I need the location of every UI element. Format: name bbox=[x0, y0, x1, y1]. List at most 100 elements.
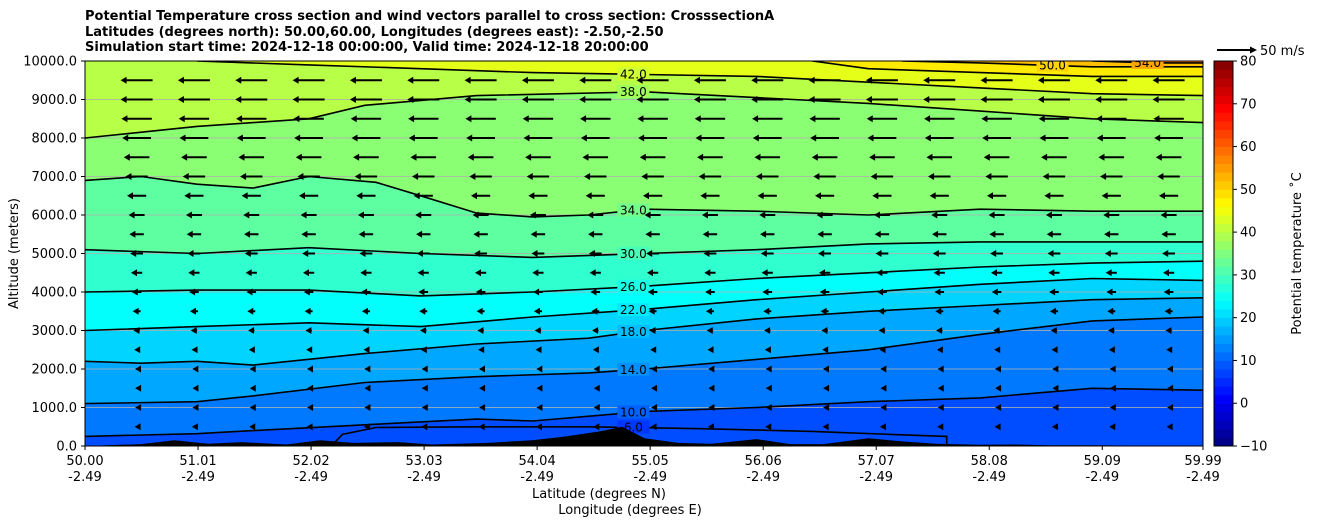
wind-arrow bbox=[924, 134, 954, 142]
y-tick-label: 7000.0 bbox=[32, 170, 78, 185]
wind-arrow bbox=[761, 269, 773, 277]
wind-arrow bbox=[295, 153, 322, 161]
wind-arrow bbox=[184, 192, 204, 200]
wind-arrow bbox=[932, 230, 947, 238]
wind-arrow bbox=[303, 269, 315, 277]
colorbar-tick-label: 80 bbox=[1240, 55, 1257, 70]
contour-label-bg bbox=[617, 362, 650, 376]
wind-arrow bbox=[708, 365, 715, 373]
colorbar-segment bbox=[1214, 369, 1233, 379]
wind-arrow bbox=[192, 384, 199, 392]
wind-arrow bbox=[821, 327, 828, 334]
wind-arrow bbox=[865, 96, 898, 103]
wind-arrow bbox=[419, 307, 428, 315]
wind-arrow bbox=[649, 327, 656, 334]
wind-arrow bbox=[819, 288, 830, 296]
contour-label-22: 22.0 bbox=[620, 303, 647, 317]
wind-key: 50 m/s bbox=[1217, 44, 1305, 59]
wind-arrow bbox=[1160, 211, 1177, 219]
wind-arrow bbox=[240, 173, 263, 180]
wind-arrow bbox=[926, 153, 953, 161]
wind-arrow bbox=[751, 76, 784, 84]
colorbar-segment bbox=[1214, 274, 1233, 284]
wind-arrow bbox=[579, 76, 612, 84]
y-tick-label: 2000.0 bbox=[32, 363, 78, 378]
wind-arrow bbox=[808, 76, 841, 84]
wind-arrow bbox=[704, 269, 716, 277]
wind-arrow bbox=[993, 327, 1000, 334]
wind-arrow bbox=[695, 134, 725, 142]
wind-arrow bbox=[1052, 384, 1059, 392]
wind-arrow bbox=[1051, 423, 1058, 431]
colorbar-segment bbox=[1214, 292, 1233, 302]
wind-arrow bbox=[763, 307, 772, 315]
wind-arrow bbox=[235, 96, 268, 103]
x-tick-label-lon: -2.49 bbox=[1085, 470, 1119, 485]
contour-label-bg bbox=[617, 405, 650, 419]
wind-arrow bbox=[936, 346, 943, 354]
wind-arrow bbox=[651, 365, 657, 373]
wind-arrow bbox=[880, 365, 887, 373]
wind-arrow bbox=[708, 404, 715, 411]
wind-arrow bbox=[361, 307, 370, 315]
colorbar-segment bbox=[1214, 428, 1233, 438]
wind-arrow bbox=[756, 173, 779, 180]
wind-arrow bbox=[823, 365, 829, 373]
wind-arrow bbox=[879, 346, 886, 354]
wind-arrow bbox=[765, 423, 772, 431]
wind-arrow bbox=[878, 327, 886, 334]
wind-arrow bbox=[120, 76, 153, 84]
wind-arrow bbox=[300, 211, 317, 219]
wind-arrow bbox=[249, 404, 256, 411]
x-axis-label-longitude: Longitude (degrees E) bbox=[558, 503, 702, 518]
x-tick-label-lon: -2.49 bbox=[294, 470, 328, 485]
wind-arrow bbox=[1044, 192, 1064, 200]
wind-arrow bbox=[981, 115, 1012, 123]
contour-label-bg bbox=[617, 303, 650, 317]
wind-arrow bbox=[813, 173, 836, 180]
wind-arrow bbox=[466, 134, 495, 142]
wind-arrow bbox=[1096, 115, 1127, 123]
colorbar-segment bbox=[1214, 129, 1233, 139]
wind-arrow bbox=[131, 288, 142, 296]
wind-arrow bbox=[817, 230, 832, 238]
wind-arrow bbox=[1104, 230, 1119, 238]
wind-arrow bbox=[937, 423, 944, 431]
colorbar-segment bbox=[1214, 163, 1233, 173]
wind-arrow bbox=[416, 230, 431, 238]
wind-arrow bbox=[134, 346, 141, 354]
wind-arrow bbox=[705, 307, 714, 315]
wind-arrow bbox=[178, 115, 210, 123]
colorbar-segment bbox=[1214, 411, 1233, 421]
wind-arrow bbox=[359, 250, 373, 257]
wind-arrow bbox=[133, 327, 140, 334]
wind-arrow bbox=[877, 288, 887, 296]
wind-arrow bbox=[648, 307, 657, 315]
wind-arrow bbox=[307, 365, 313, 373]
wind-arrow bbox=[185, 211, 202, 219]
wind-arrow bbox=[647, 288, 658, 296]
wind-arrow bbox=[303, 288, 314, 296]
wind-arrow bbox=[465, 115, 496, 123]
wind-arrow bbox=[765, 404, 772, 411]
wind-arrow bbox=[1108, 327, 1115, 334]
wind-arrow bbox=[1167, 384, 1174, 392]
wind-arrow bbox=[765, 384, 772, 392]
wind-arrow bbox=[937, 365, 944, 373]
wind-arrow bbox=[985, 173, 1008, 180]
x-tick-label-lat: 59.99 bbox=[1184, 454, 1221, 469]
wind-arrow bbox=[995, 404, 1002, 411]
wind-arrow bbox=[306, 346, 313, 354]
wind-arrow bbox=[407, 76, 440, 84]
wind-arrow bbox=[701, 211, 718, 219]
wind-arrow bbox=[120, 96, 153, 103]
wind-arrow bbox=[190, 327, 198, 334]
wind-arrow bbox=[980, 96, 1013, 103]
wind-arrow bbox=[592, 327, 599, 334]
wind-key-label: 50 m/s bbox=[1260, 44, 1305, 59]
wind-arrow bbox=[307, 404, 314, 411]
wind-arrow bbox=[1096, 134, 1126, 142]
colorbar-segment bbox=[1214, 172, 1233, 182]
x-tick-label-lon: -2.49 bbox=[1186, 470, 1220, 485]
wind-arrow bbox=[995, 365, 1001, 373]
